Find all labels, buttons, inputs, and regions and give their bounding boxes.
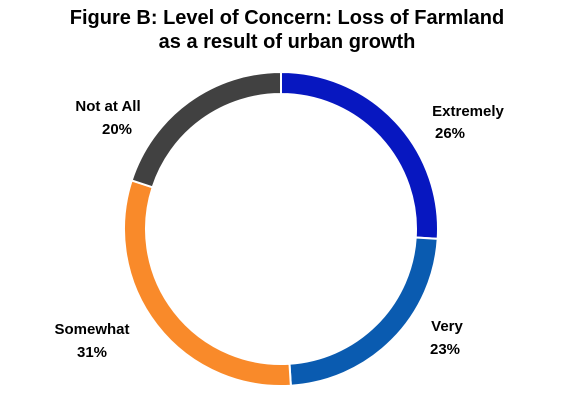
chart-title-line-1: Figure B: Level of Concern: Loss of Farm… [69,7,505,29]
slice-value-very: 23% [430,341,460,358]
slice-label-somewhat: Somewhat [54,321,129,338]
donut-slices [123,70,439,387]
chart-title-line-2: as a result of urban growth [158,31,416,53]
slice-value-somewhat: 31% [77,344,107,361]
chart-title: Figure B: Level of Concern: Loss of Farm… [0,6,574,54]
slice-label-very: Very [431,318,463,335]
slice-very [288,236,439,387]
slice-value-not-at-all: 20% [102,121,132,138]
slice-somewhat [123,179,292,387]
slice-extremely [280,70,439,240]
slice-value-extremely: 26% [435,125,465,142]
slice-label-not-at-all: Not at All [75,98,140,115]
slice-label-extremely: Extremely [432,103,504,120]
slice-not-at-all [130,70,282,189]
